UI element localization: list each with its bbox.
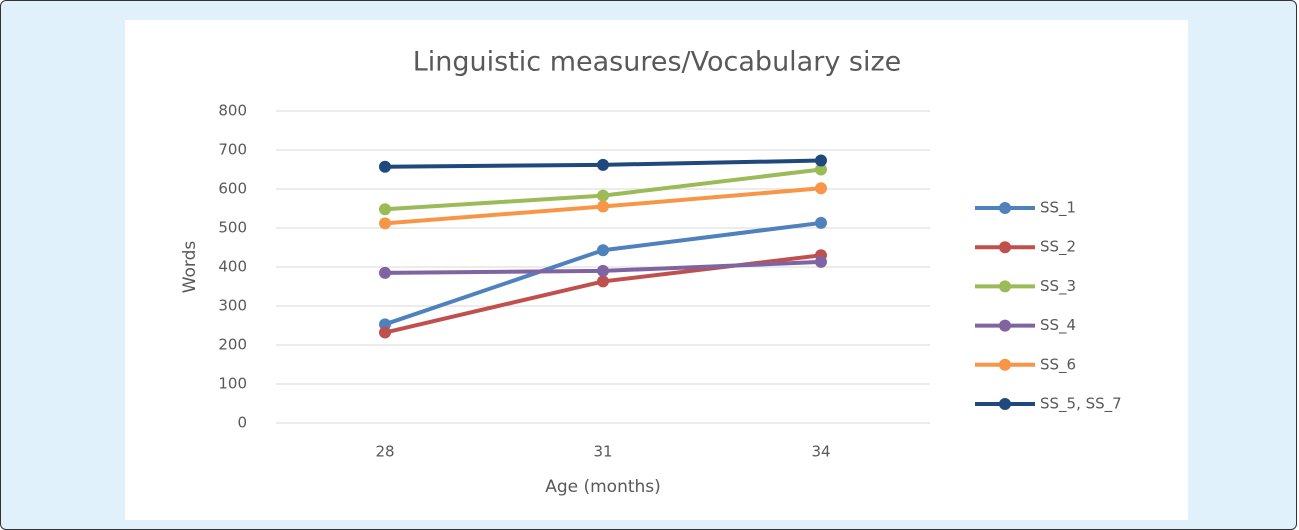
marker: [815, 255, 827, 268]
marker: [379, 203, 391, 216]
marker: [379, 266, 391, 279]
x-tick-label: 31: [593, 443, 612, 461]
legend-label: SS_4: [1040, 316, 1076, 335]
marker: [597, 189, 609, 202]
y-tick-label: 600: [218, 180, 247, 198]
y-axis-title: Words: [180, 241, 200, 294]
legend-marker: [999, 280, 1011, 293]
x-tick-label: 34: [811, 443, 830, 461]
y-tick-label: 400: [218, 258, 247, 276]
y-tick-label: 0: [237, 414, 247, 432]
marker: [597, 200, 609, 213]
legend-marker: [999, 398, 1011, 410]
chart-title: Linguistic measures/Vocabulary size: [413, 47, 902, 78]
marker: [597, 244, 609, 257]
y-tick-label: 500: [218, 219, 247, 237]
x-tick-label: 28: [375, 443, 394, 461]
legend-label: SS_2: [1040, 238, 1076, 257]
y-tick-label: 700: [218, 141, 247, 159]
marker: [815, 182, 827, 195]
marker: [379, 217, 391, 230]
legend-label: SS_6: [1040, 355, 1076, 374]
y-tick-label: 100: [218, 375, 247, 393]
legend-marker: [999, 319, 1011, 332]
legend-label: SS_5, SS_7: [1040, 395, 1122, 414]
legend-marker: [999, 202, 1011, 214]
marker: [815, 154, 827, 167]
marker: [379, 160, 391, 173]
marker: [597, 158, 609, 171]
marker: [597, 264, 609, 277]
marker: [379, 326, 391, 339]
y-tick-label: 800: [218, 102, 247, 120]
y-tick-label: 200: [218, 336, 247, 354]
x-axis-title: Age (months): [545, 477, 661, 497]
legend-marker: [999, 241, 1011, 254]
marker: [597, 275, 609, 288]
legend-marker: [999, 358, 1011, 371]
marker: [815, 163, 827, 176]
legend-label: SS_3: [1040, 277, 1076, 296]
marker: [815, 216, 827, 229]
legend-label: SS_1: [1040, 199, 1076, 218]
y-tick-label: 300: [218, 297, 247, 315]
